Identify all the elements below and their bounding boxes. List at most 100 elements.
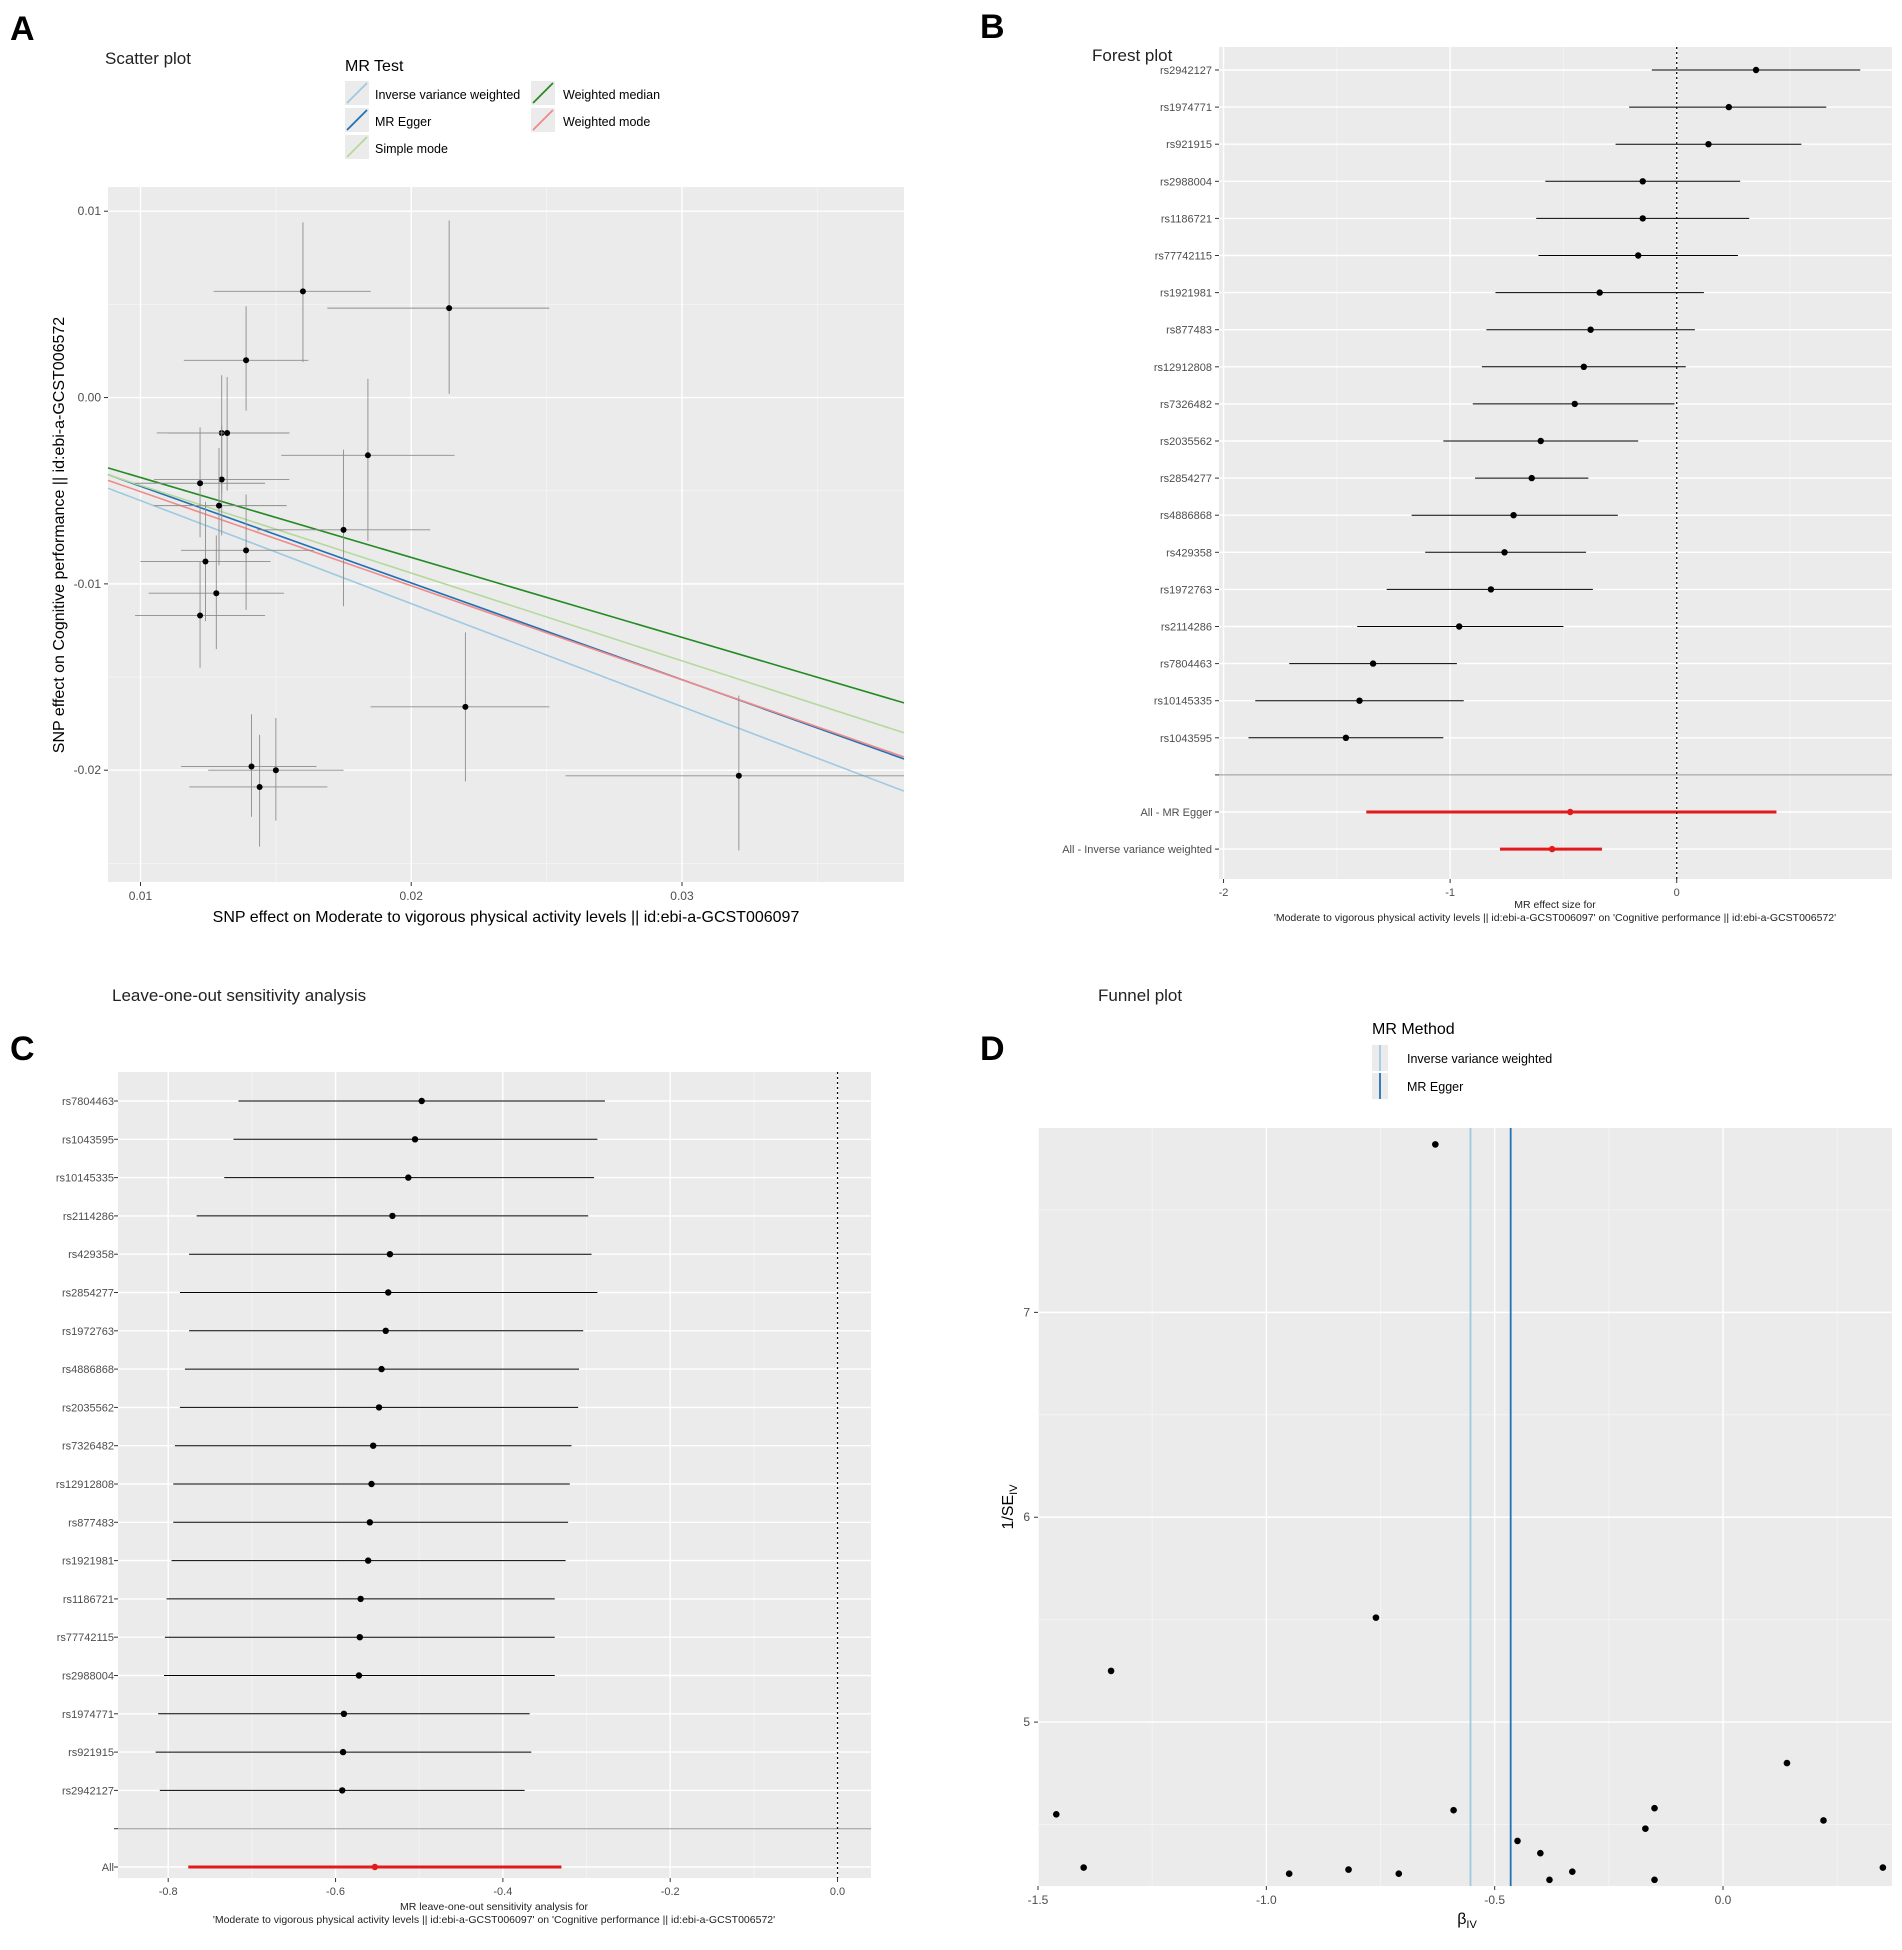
panel-a-ylabel: SNP effect on Cognitive performance || i… xyxy=(51,317,68,754)
x-tick-label: -0.2 xyxy=(661,1886,680,1898)
regression-line-weighted-median xyxy=(107,467,905,704)
snp-estimate-point xyxy=(405,1174,412,1181)
snp-estimate-point xyxy=(418,1097,425,1105)
funnel-point xyxy=(1569,1868,1576,1875)
x-tick-label: 0.0 xyxy=(1715,1893,1732,1907)
legend-label-ivw: Inverse variance weighted xyxy=(375,88,520,102)
snp-label: rs1043595 xyxy=(1160,733,1212,745)
funnel-point xyxy=(1783,1759,1791,1767)
summary-estimate-point xyxy=(1567,808,1574,816)
summary-estimate-point xyxy=(1548,845,1556,853)
y-tick-label: 0.01 xyxy=(78,204,102,218)
snp-estimate-point xyxy=(1369,660,1377,667)
snp-point xyxy=(446,305,453,312)
snp-label: rs4886868 xyxy=(62,1364,114,1376)
snp-estimate-point xyxy=(1705,141,1712,148)
snp-estimate-point xyxy=(356,1634,363,1641)
funnel-point xyxy=(1372,1614,1380,1621)
legend-key-weighted-median xyxy=(532,82,554,104)
panel-b-plot-area xyxy=(1219,47,1892,879)
panel-b-rows xyxy=(1248,47,1861,879)
snp-point xyxy=(256,783,263,790)
panel-d-label: D xyxy=(980,1030,1005,1068)
summary-label: All - Inverse variance weighted xyxy=(1062,844,1212,856)
legend-key-simple-mode xyxy=(346,136,368,158)
snp-estimate-point xyxy=(1528,474,1535,482)
snp-label: rs1972763 xyxy=(1160,584,1212,596)
snp-label: rs877483 xyxy=(68,1517,114,1529)
summary-label: All xyxy=(102,1862,114,1874)
panel-d-legend: MR Method Inverse variance weighted MR E… xyxy=(1372,1021,1552,1099)
panel-a-regression-lines xyxy=(107,467,905,792)
snp-estimate-point xyxy=(386,1251,394,1258)
snp-point xyxy=(340,526,347,533)
x-tick-label: -1.0 xyxy=(1256,1893,1277,1907)
snp-point xyxy=(224,429,231,436)
snp-estimate-point xyxy=(1455,623,1463,630)
snp-label: rs2114286 xyxy=(1161,622,1212,634)
snp-label: rs1186721 xyxy=(1161,213,1212,225)
funnel-point xyxy=(1345,1866,1352,1873)
panel-c: C Leave-one-out sensitivity analysis -0.… xyxy=(10,986,871,1926)
snp-estimate-point xyxy=(340,1710,348,1718)
snp-point xyxy=(243,547,250,554)
panel-d-ylabel: 1/SEIV xyxy=(1000,1484,1020,1530)
panel-a-xlabel: SNP effect on Moderate to vigorous physi… xyxy=(213,909,800,926)
legend-label-egger: MR Egger xyxy=(1407,1080,1463,1094)
snp-estimate-point xyxy=(364,1557,372,1564)
snp-estimate-point xyxy=(411,1136,419,1143)
regression-line-inverse-variance-weighted xyxy=(107,487,905,792)
panel-a-title: Scatter plot xyxy=(105,49,191,68)
snp-label: rs921915 xyxy=(68,1747,114,1759)
panel-d-grid xyxy=(1037,1128,1892,1886)
panel-d: D Funnel plot MR Method Inverse variance… xyxy=(980,986,1892,1931)
snp-label: rs2942127 xyxy=(62,1785,114,1797)
x-tick-label: -1.5 xyxy=(1028,1893,1049,1907)
panel-d-xlabel: βIV xyxy=(1457,1911,1477,1931)
snp-estimate-point xyxy=(1639,215,1646,222)
y-tick-label: -0.01 xyxy=(74,577,102,591)
snp-label: rs2942127 xyxy=(1160,65,1212,77)
snp-point xyxy=(213,590,220,597)
snp-label: rs2035562 xyxy=(62,1402,114,1414)
snp-label: rs12912808 xyxy=(56,1479,114,1491)
panel-a-grid xyxy=(108,187,904,882)
x-tick-label: -1 xyxy=(1445,887,1455,899)
y-tick-label: -0.02 xyxy=(74,763,102,777)
snp-estimate-point xyxy=(1587,326,1594,333)
regression-line-weighted-mode xyxy=(107,479,905,758)
snp-estimate-point xyxy=(1571,400,1578,408)
snp-label: rs1974771 xyxy=(1160,102,1212,114)
funnel-point xyxy=(1879,1864,1887,1871)
funnel-point xyxy=(1080,1864,1087,1871)
panel-a-ticks: 0.01 0.02 0.03 0.01 0.00 -0.01 -0.02 xyxy=(74,204,694,903)
snp-label: rs7326482 xyxy=(1160,399,1212,411)
panel-c-ticks: -0.8 -0.6 -0.4 -0.2 0.0 rs7804463 rs1043595 rs1… xyxy=(56,1096,845,1898)
snp-label: rs2988004 xyxy=(1160,176,1212,188)
funnel-point xyxy=(1432,1141,1439,1148)
funnel-point xyxy=(1107,1667,1115,1675)
snp-label: rs4886868 xyxy=(1160,510,1212,522)
snp-estimate-point xyxy=(1752,66,1760,74)
legend-label-weighted-median: Weighted median xyxy=(563,88,660,102)
funnel-point xyxy=(1537,1849,1544,1857)
snp-label: rs921915 xyxy=(1166,139,1212,151)
panel-a: A Scatter plot MR Test Inverse variance … xyxy=(10,10,905,926)
funnel-point xyxy=(1651,1876,1658,1884)
panel-c-xlabel-line1: MR leave-one-out sensitivity analysis fo… xyxy=(400,1901,588,1913)
y-tick-label: 7 xyxy=(1023,1305,1030,1319)
snp-label: rs77742115 xyxy=(1155,251,1212,263)
snp-estimate-point xyxy=(1501,549,1508,556)
x-tick-label: -0.6 xyxy=(326,1886,345,1898)
funnel-point xyxy=(1651,1804,1658,1812)
snp-estimate-point xyxy=(382,1327,389,1335)
snp-point xyxy=(243,357,250,364)
x-tick-label: 0.01 xyxy=(129,889,153,903)
snp-label: rs429358 xyxy=(1166,547,1212,559)
snp-point xyxy=(197,612,204,619)
snp-label: rs1974771 xyxy=(62,1709,114,1721)
snp-label: rs429358 xyxy=(68,1249,114,1261)
panel-c-label: C xyxy=(10,1030,35,1068)
x-tick-label: 0.0 xyxy=(830,1886,845,1898)
